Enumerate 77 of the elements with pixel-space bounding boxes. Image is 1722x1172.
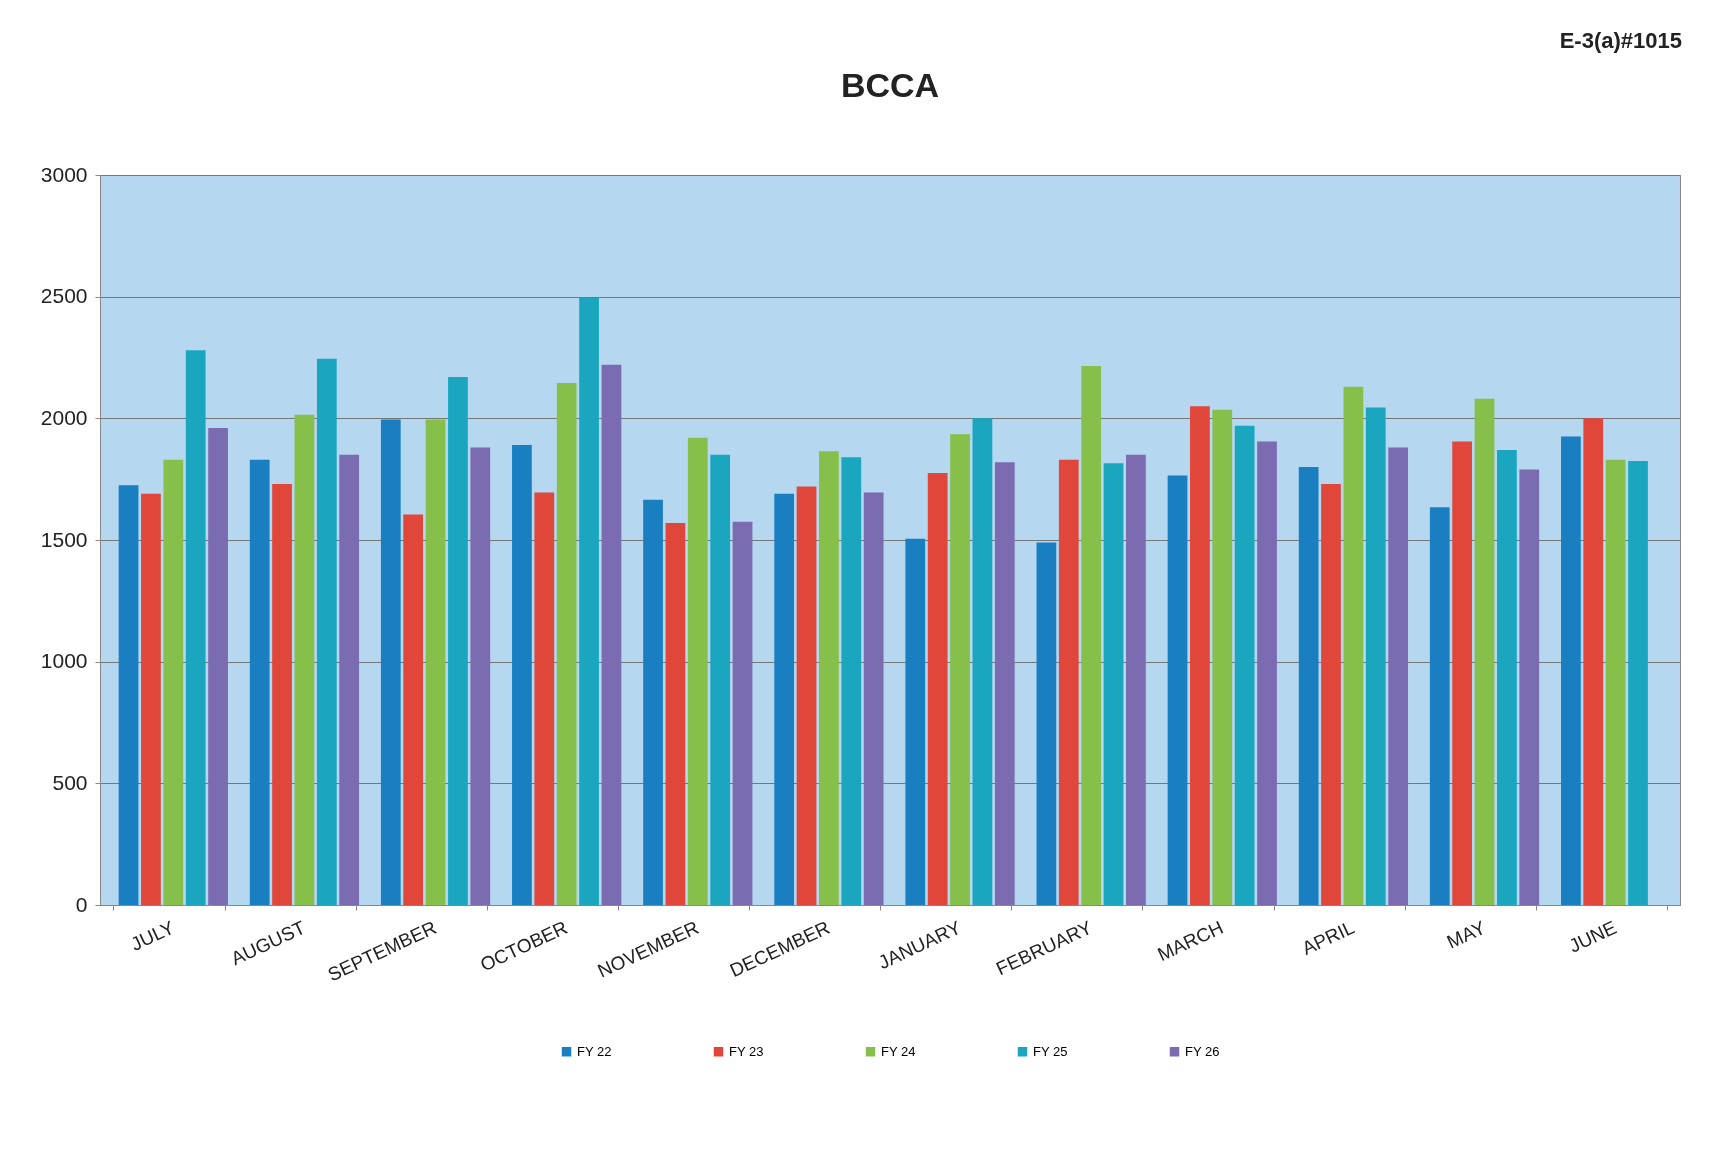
bar — [1497, 449, 1517, 905]
y-tick-label: 2500 — [40, 284, 88, 308]
bar — [294, 414, 315, 905]
y-tick-label: 2000 — [40, 405, 88, 429]
bar — [1583, 418, 1604, 905]
bar — [403, 514, 424, 905]
bar — [118, 485, 139, 905]
bar — [687, 437, 708, 905]
x-tick-label: MAY — [1443, 916, 1489, 953]
bar — [1388, 447, 1409, 905]
legend-label: FY 25 — [1033, 1043, 1068, 1059]
bar — [1343, 386, 1364, 905]
bar — [1234, 425, 1255, 905]
bar — [141, 493, 161, 905]
bar — [796, 486, 817, 905]
bar — [1561, 436, 1581, 905]
bar — [448, 376, 468, 905]
bar — [1212, 409, 1233, 905]
x-tick-label: JULY — [127, 916, 178, 955]
bar — [208, 428, 228, 905]
bar — [1126, 454, 1146, 905]
bar — [556, 383, 577, 905]
bar — [819, 451, 839, 905]
x-tick-label: APRIL — [1298, 916, 1358, 959]
bar — [1058, 459, 1079, 905]
bar — [710, 454, 731, 905]
bar — [380, 419, 401, 905]
bar — [601, 364, 622, 905]
bar — [1605, 459, 1626, 905]
bar — [863, 492, 884, 905]
y-tick-label: 1000 — [40, 649, 88, 673]
bar — [1452, 441, 1473, 905]
bar — [163, 459, 184, 905]
y-tick-label: 1500 — [40, 527, 88, 551]
bar — [1298, 467, 1319, 905]
legend-label: FY 26 — [1185, 1043, 1220, 1059]
bar — [905, 538, 926, 905]
bar — [1474, 398, 1495, 905]
bar — [841, 457, 862, 905]
bar — [316, 358, 337, 905]
bar — [732, 521, 753, 905]
bar — [534, 492, 555, 905]
bar — [665, 522, 686, 905]
bar — [994, 462, 1015, 905]
bar — [1519, 469, 1540, 905]
bar — [1036, 542, 1057, 905]
bar — [1321, 484, 1341, 905]
bar — [1429, 507, 1450, 905]
y-tick-label: 500 — [52, 770, 88, 794]
chart-title: BCCA — [840, 66, 940, 104]
y-tick-label: 0 — [75, 892, 88, 916]
y-tick-label: 3000 — [40, 162, 88, 186]
bar — [643, 499, 663, 905]
text: E-3(a)#1015 — [1559, 28, 1682, 54]
x-tick-label: JUNE — [1565, 916, 1620, 957]
bar — [185, 350, 206, 905]
bar — [1103, 463, 1124, 905]
bar — [1628, 460, 1648, 905]
legend-label: FY 24 — [881, 1043, 916, 1059]
bar — [1190, 406, 1210, 905]
bar — [1081, 366, 1102, 905]
bar — [1257, 441, 1277, 905]
bar — [1365, 407, 1386, 905]
bar — [339, 454, 360, 905]
bar — [470, 447, 491, 905]
legend-label: FY 22 — [577, 1043, 612, 1059]
legend-label: FY 23 — [729, 1043, 764, 1059]
bar — [249, 459, 270, 905]
bar — [972, 418, 993, 905]
bar — [579, 297, 599, 905]
bar — [425, 419, 446, 905]
bar — [774, 493, 795, 905]
bar — [512, 445, 532, 905]
bar — [1167, 475, 1188, 905]
bar — [927, 473, 948, 905]
bar — [272, 484, 292, 905]
bar — [950, 434, 970, 905]
